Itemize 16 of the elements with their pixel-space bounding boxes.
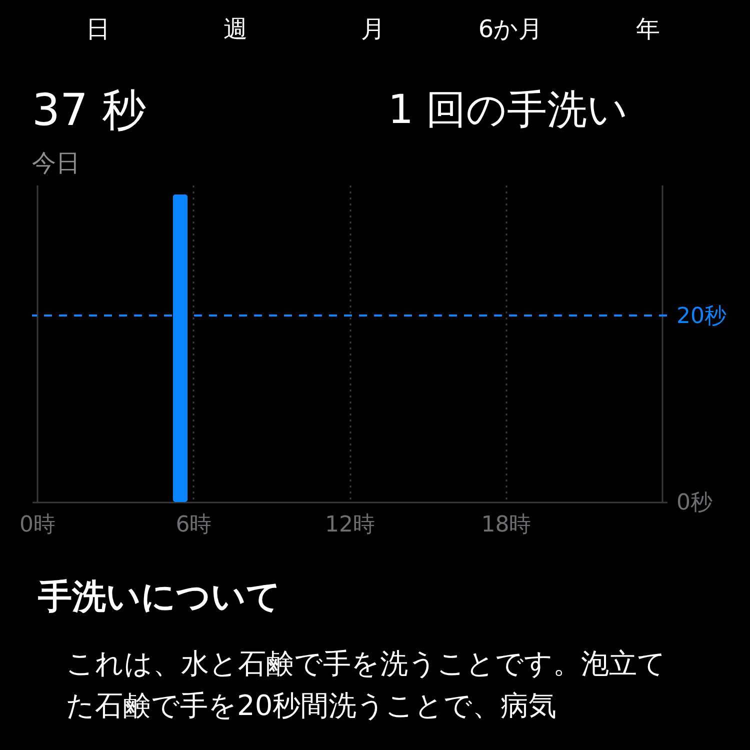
text: 週 bbox=[224, 15, 248, 43]
x-tick-label: 12時 bbox=[325, 512, 375, 538]
chart-title: 37 秒 bbox=[32, 85, 146, 136]
y-tick-label: 0秒 bbox=[676, 490, 712, 516]
x-tick-label: 0時 bbox=[20, 512, 56, 538]
text: 手洗いについて bbox=[37, 577, 281, 617]
text: これは、水と石鹸で手を洗うことです。泡立てた石鹸で手を20秒間洗うことで、病気 bbox=[66, 647, 666, 722]
text: 月 bbox=[361, 15, 385, 43]
y-tick-label: 20秒 bbox=[676, 304, 726, 330]
x-tick-label: 18時 bbox=[481, 512, 532, 538]
chart-subtitle: 今日 bbox=[32, 149, 80, 177]
text: 年 bbox=[636, 15, 660, 43]
x-tick-label: 6時 bbox=[176, 512, 212, 538]
text: 日 bbox=[86, 15, 110, 43]
text: 1 回の手洗い bbox=[388, 87, 628, 133]
text: 6か月 bbox=[478, 15, 543, 43]
